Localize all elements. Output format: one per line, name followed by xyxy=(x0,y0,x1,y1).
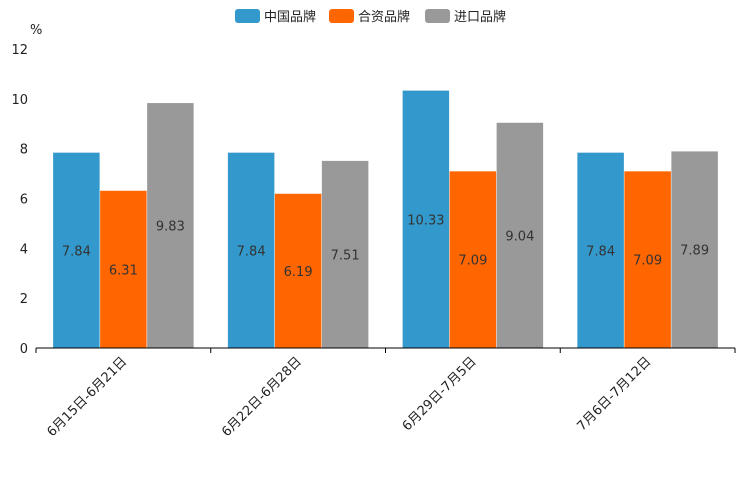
y-tick-label: 10 xyxy=(11,93,28,108)
bar xyxy=(274,193,322,348)
data-label: 7.84 xyxy=(237,244,266,259)
data-label: 7.84 xyxy=(62,244,91,259)
y-tick-label: 8 xyxy=(20,143,28,158)
x-tick-label: 7月6日-7月12日 xyxy=(575,354,655,434)
data-label: 6.19 xyxy=(284,265,313,280)
bar xyxy=(577,152,624,348)
legend-swatch xyxy=(235,9,260,23)
data-labels: 7.84 6.31 9.83 7.84 6.19 7.51 10.33 7.09 9.04 7.8… xyxy=(62,213,709,280)
y-axis: 0 2 4 6 8 10 12 xyxy=(11,43,28,357)
data-label: 7.89 xyxy=(680,244,709,259)
data-label: 10.33 xyxy=(407,213,444,228)
x-tick-label: 6月29日-7月5日 xyxy=(400,354,480,434)
legend-swatch xyxy=(425,9,450,23)
legend-label: 合资品牌 xyxy=(358,9,410,25)
bar xyxy=(624,171,671,348)
bar xyxy=(147,103,194,348)
y-tick-label: 4 xyxy=(20,242,28,257)
x-tick-label: 6月15日-6月21日 xyxy=(44,354,130,440)
y-tick-label: 12 xyxy=(11,43,28,58)
bar xyxy=(100,190,147,348)
bar xyxy=(671,151,718,348)
y-axis-unit-label: % xyxy=(30,23,42,38)
legend: 中国品牌 合资品牌 进口品牌 xyxy=(235,9,506,25)
data-label: 6.31 xyxy=(109,263,138,278)
data-label: 7.09 xyxy=(633,254,662,269)
bar xyxy=(53,152,100,348)
data-label: 7.84 xyxy=(586,244,615,259)
legend-label: 中国品牌 xyxy=(264,9,316,25)
y-tick-label: 6 xyxy=(20,193,28,208)
x-tick-label: 6月22日-6月28日 xyxy=(219,354,305,440)
y-tick-label: 0 xyxy=(20,342,28,357)
bar xyxy=(402,90,450,348)
plot-area xyxy=(53,90,718,349)
bar xyxy=(496,122,544,349)
legend-swatch xyxy=(329,9,354,23)
bar xyxy=(227,152,275,348)
data-label: 7.09 xyxy=(458,254,487,269)
y-tick-label: 2 xyxy=(20,292,28,307)
data-label: 9.04 xyxy=(505,229,534,244)
data-label: 9.83 xyxy=(156,220,185,235)
legend-label: 进口品牌 xyxy=(454,9,506,25)
data-label: 7.51 xyxy=(331,248,360,263)
bar xyxy=(321,160,369,348)
x-axis: 6月15日-6月21日 6月22日-6月28日 6月29日-7月5日 7月6日-7月1… xyxy=(35,347,736,440)
bar xyxy=(449,171,497,348)
